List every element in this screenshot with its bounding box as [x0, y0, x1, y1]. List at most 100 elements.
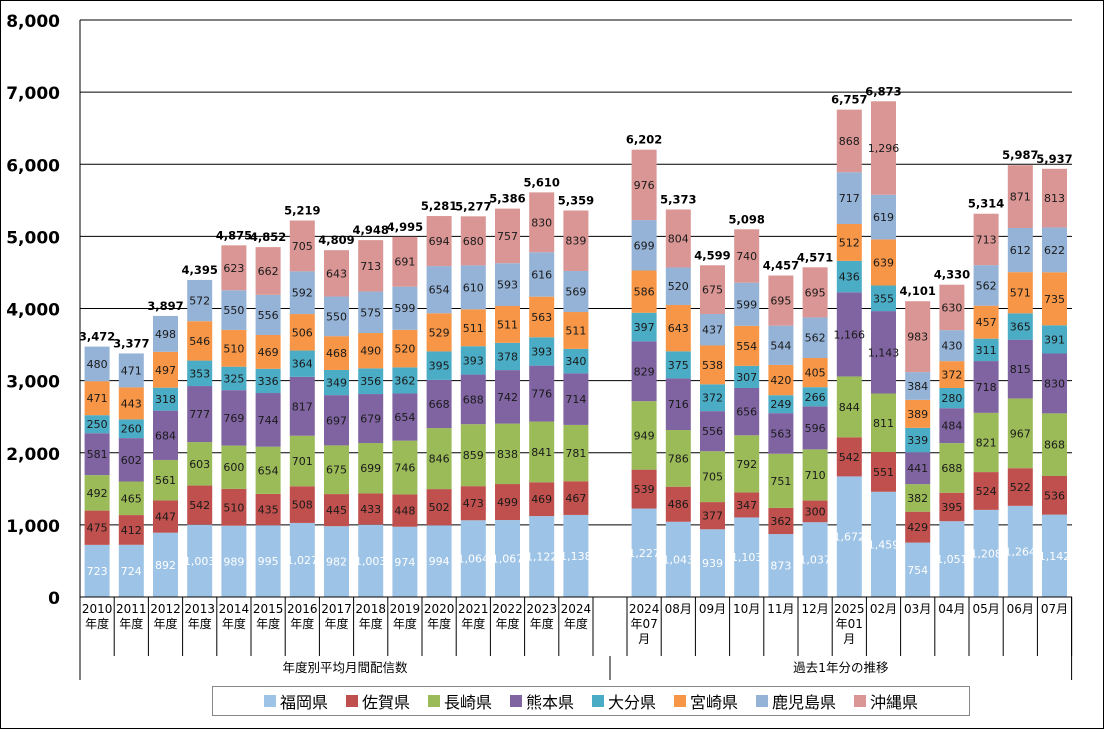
bar-segment: [939, 361, 965, 388]
bar-segment: [460, 216, 486, 266]
bar-segment: [221, 245, 247, 291]
x-category-label: 2024: [561, 602, 592, 616]
bar-segment: [665, 486, 691, 522]
bar-value-label: 512: [839, 236, 860, 249]
bar-segment: [939, 408, 965, 444]
bar-value-label: 593: [497, 279, 518, 292]
bar-segment: [118, 387, 144, 420]
bar-segment: [324, 369, 349, 396]
bar-value-label: 596: [805, 422, 826, 435]
bar-segment: [358, 443, 384, 494]
bar-value-label: 873: [770, 560, 791, 573]
bar-value-label: 395: [429, 360, 450, 373]
bar-segment: [460, 309, 486, 347]
bar-segment: [324, 395, 349, 446]
bar-value-label: 378: [497, 350, 518, 363]
bar-segment: [289, 314, 315, 351]
legend-item: 佐賀県: [345, 689, 410, 713]
bar-segment: [255, 525, 281, 597]
bar-total-label: 6,202: [626, 133, 662, 147]
bar-value-label: 846: [429, 453, 450, 466]
bar-value-label: 556: [258, 309, 279, 322]
bar-value-label: 742: [497, 391, 518, 404]
bar-value-label: 391: [1044, 333, 1065, 346]
bar-segment: [324, 296, 349, 337]
bar-segment: [289, 522, 315, 597]
bar-segment: [973, 509, 999, 597]
bar-value-label: 435: [258, 504, 279, 517]
bar-segment: [118, 544, 144, 597]
y-tick-label: 5,000: [6, 228, 60, 248]
bar-segment: [118, 438, 144, 482]
legend-item: 福岡県: [263, 689, 328, 713]
bar-segment: [563, 424, 589, 482]
bar-value-label: 473: [463, 497, 484, 510]
bar-segment: [836, 376, 862, 438]
bar-segment: [324, 336, 349, 370]
bar-segment: [426, 489, 452, 526]
bar-total-label: 5,281: [421, 199, 457, 213]
bar-value-label: 680: [463, 235, 484, 248]
x-category-label: 年度: [153, 616, 177, 631]
bar-value-label: 603: [189, 458, 210, 471]
bar-total-label: 3,897: [147, 299, 183, 313]
x-category-label: 11月: [767, 602, 794, 616]
bar-value-label: 569: [565, 286, 586, 299]
bar-segment: [1007, 339, 1033, 399]
legend-swatch: [854, 695, 867, 707]
y-tick-label: 6,000: [6, 156, 60, 176]
bar-value-label: 982: [326, 556, 347, 569]
x-category-label: 2013: [184, 602, 215, 616]
legend-swatch: [592, 695, 604, 707]
bar-value-label: 420: [770, 374, 791, 387]
bar-segment: [187, 485, 213, 525]
bar-total-label: 5,386: [489, 192, 525, 206]
bar-segment: [255, 493, 281, 526]
bar-segment: [84, 544, 110, 597]
bar-segment: [324, 250, 349, 297]
bar-value-label: 546: [189, 335, 210, 348]
bar-value-label: 550: [223, 304, 244, 317]
bar-value-label: 445: [326, 504, 347, 517]
bar-value-label: 353: [189, 367, 210, 380]
bar-value-label: 355: [873, 292, 894, 305]
bar-segment: [118, 419, 144, 439]
bar-segment: [871, 393, 896, 453]
bar-value-label: 777: [189, 408, 210, 421]
bar-value-label: 643: [668, 322, 689, 335]
bar-segment: [905, 511, 931, 543]
bar-segment: [529, 252, 555, 297]
bar-segment: [84, 475, 110, 511]
bar-value-label: 1,672: [834, 531, 866, 544]
bar-value-label: 656: [736, 406, 757, 419]
bar-segment: [118, 481, 144, 516]
x-category-label: 12月: [801, 602, 828, 616]
bar-segment: [802, 317, 828, 358]
bar-total-label: 4,330: [934, 268, 970, 282]
y-tick-label: 8,000: [6, 12, 60, 32]
bar-segment: [734, 435, 760, 493]
legend-swatch: [263, 695, 276, 707]
bar-value-label: 395: [941, 501, 962, 514]
bar-value-label: 318: [155, 393, 176, 406]
bar-value-label: 467: [565, 492, 586, 505]
bar-segment: [460, 374, 486, 425]
bar-segment: [426, 216, 452, 267]
bar-value-label: 372: [941, 369, 962, 382]
bar-segment: [1042, 514, 1067, 597]
bar-segment: [734, 365, 760, 388]
bar-value-label: 830: [531, 216, 552, 229]
x-category-label: 2024: [629, 602, 660, 616]
x-category-label: 年度: [119, 616, 143, 631]
bar-value-label: 497: [155, 364, 176, 377]
bar-segment: [1042, 272, 1067, 326]
bar-value-label: 769: [223, 412, 244, 425]
bar-value-label: 554: [736, 340, 757, 353]
bar-segment: [187, 360, 213, 387]
bar-segment: [529, 365, 555, 422]
bar-segment: [460, 520, 486, 597]
bar-segment: [495, 263, 520, 306]
bar-value-label: 724: [121, 565, 142, 578]
bar-value-label: 571: [1010, 287, 1031, 300]
bar-value-label: 838: [497, 448, 518, 461]
